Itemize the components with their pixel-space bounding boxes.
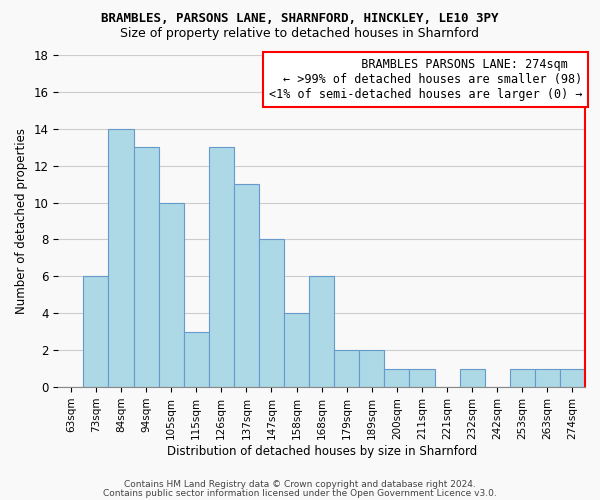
Bar <box>134 147 158 387</box>
Bar <box>284 314 309 387</box>
Bar <box>334 350 359 387</box>
Text: BRAMBLES, PARSONS LANE, SHARNFORD, HINCKLEY, LE10 3PY: BRAMBLES, PARSONS LANE, SHARNFORD, HINCK… <box>101 12 499 26</box>
Bar <box>460 368 485 387</box>
Text: BRAMBLES PARSONS LANE: 274sqm  
← >99% of detached houses are smaller (98)
<1% o: BRAMBLES PARSONS LANE: 274sqm ← >99% of … <box>269 58 582 101</box>
Text: Contains HM Land Registry data © Crown copyright and database right 2024.: Contains HM Land Registry data © Crown c… <box>124 480 476 489</box>
Bar <box>560 368 585 387</box>
Bar <box>309 276 334 387</box>
Y-axis label: Number of detached properties: Number of detached properties <box>15 128 28 314</box>
Bar <box>359 350 385 387</box>
Bar <box>209 147 234 387</box>
Bar <box>535 368 560 387</box>
Text: Contains public sector information licensed under the Open Government Licence v3: Contains public sector information licen… <box>103 488 497 498</box>
Bar <box>83 276 109 387</box>
Bar <box>259 240 284 387</box>
Bar <box>158 202 184 387</box>
Bar <box>109 129 134 387</box>
Bar <box>510 368 535 387</box>
Bar <box>184 332 209 387</box>
Bar <box>234 184 259 387</box>
Text: Size of property relative to detached houses in Sharnford: Size of property relative to detached ho… <box>121 28 479 40</box>
Bar <box>385 368 409 387</box>
Bar <box>409 368 434 387</box>
X-axis label: Distribution of detached houses by size in Sharnford: Distribution of detached houses by size … <box>167 444 477 458</box>
